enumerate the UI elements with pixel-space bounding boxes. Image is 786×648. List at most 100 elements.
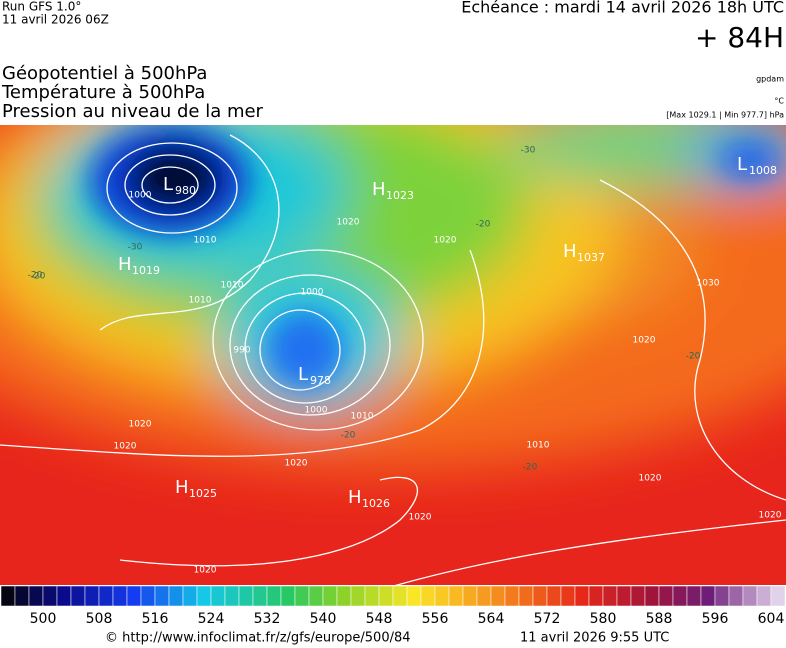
- colorbar-swatch: [350, 585, 366, 607]
- colorbar-swatch: [448, 585, 464, 607]
- isobar-label: 1010: [189, 296, 212, 306]
- center-value: 1023: [386, 189, 414, 202]
- colorbar-swatch: [224, 585, 240, 607]
- center-kind: L: [737, 154, 747, 175]
- center-value: 1026: [362, 497, 390, 510]
- colorbar-swatch: [98, 585, 114, 607]
- center-kind: H: [372, 179, 386, 200]
- forecast-time: Echéance : mardi 14 avril 2026 18h UTC: [461, 0, 784, 17]
- colorbar-swatch: [392, 585, 408, 607]
- colorbar-swatch: [294, 585, 310, 607]
- center-kind: H: [563, 241, 577, 262]
- colorbar-swatch: [210, 585, 226, 607]
- colorbar-label: 604: [758, 611, 785, 627]
- isobar-label: 1010: [221, 281, 244, 291]
- colorbar-label: 540: [310, 611, 337, 627]
- colorbar-swatch: [602, 585, 618, 607]
- colorbar-swatch: [378, 585, 394, 607]
- colorbar-swatch: [168, 585, 184, 607]
- colorbar-swatch: [490, 585, 506, 607]
- colorbar-swatch: [420, 585, 436, 607]
- run-label: Run GFS 1.0°: [2, 0, 81, 14]
- colorbar-swatch: [714, 585, 730, 607]
- colorbar-swatch: [686, 585, 702, 607]
- colorbar-swatch: [644, 585, 660, 607]
- unit-label: °C: [774, 97, 784, 106]
- isobar-label: 1020: [434, 236, 457, 246]
- colorbar-label: 588: [646, 611, 673, 627]
- colorbar-swatch: [14, 585, 30, 607]
- isobar-label: 1010: [194, 236, 217, 246]
- isobar-label: 1010: [351, 412, 374, 422]
- colorbar-swatch: [770, 585, 786, 607]
- colorbar-swatch: [28, 585, 44, 607]
- center-kind: H: [118, 254, 132, 275]
- colorbar-swatch: [238, 585, 254, 607]
- isobar-label: 1020: [409, 513, 432, 523]
- isobar-label: 1020: [129, 420, 152, 430]
- footer-date: 11 avril 2026 9:55 UTC: [520, 631, 669, 646]
- colorbar-swatch: [532, 585, 548, 607]
- isobar-label: 1020: [639, 474, 662, 484]
- center-value: 1019: [132, 264, 160, 277]
- colorbar-swatch: [476, 585, 492, 607]
- isobar-label: 1020: [633, 336, 656, 346]
- colorbar-swatch: [0, 585, 16, 607]
- colorbar-swatch: [70, 585, 86, 607]
- isobar-label: 1000: [305, 406, 328, 416]
- isobar-label: 1010: [527, 441, 550, 451]
- colorbar-swatch: [196, 585, 212, 607]
- center-kind: L: [298, 364, 308, 385]
- center-value: 980: [175, 184, 196, 197]
- title-line: Température à 500hPa: [1, 82, 205, 103]
- unit-label: [Max 1029.1 | Min 977.7] hPa: [666, 111, 784, 120]
- colorbar-swatch: [504, 585, 520, 607]
- colorbar-label: 564: [478, 611, 505, 627]
- temperature-label: -20: [686, 352, 701, 362]
- title-line: Géopotentiel à 500hPa: [2, 63, 207, 84]
- colorbar-label: 596: [702, 611, 729, 627]
- colorbar-label: 524: [198, 611, 225, 627]
- colorbar-label: 556: [422, 611, 449, 627]
- colorbar-swatch: [364, 585, 380, 607]
- colorbar-label: 516: [142, 611, 169, 627]
- center-kind: L: [163, 174, 173, 195]
- colorbar-swatch: [742, 585, 758, 607]
- colorbar-swatch: [182, 585, 198, 607]
- colorbar-swatch: [140, 585, 156, 607]
- center-value: 1025: [189, 487, 217, 500]
- colorbar-swatch: [434, 585, 450, 607]
- colorbar-swatch: [630, 585, 646, 607]
- footer-url: © http://www.infoclimat.fr/z/gfs/europe/…: [105, 631, 411, 646]
- colorbar-swatch: [42, 585, 58, 607]
- colorbar-swatch: [756, 585, 772, 607]
- run-date: 11 avril 2026 06Z: [2, 13, 109, 27]
- colorbar-swatch: [658, 585, 674, 607]
- colorbar-swatch: [126, 585, 142, 607]
- colorbar-swatch: [280, 585, 296, 607]
- isobar-label: 1020: [337, 218, 360, 228]
- colorbar-swatch: [616, 585, 632, 607]
- temperature-label: -30: [128, 243, 143, 253]
- colorbar-swatch: [518, 585, 534, 607]
- center-value: 1037: [577, 251, 605, 264]
- colorbar-label: 548: [366, 611, 393, 627]
- center-kind: H: [348, 487, 362, 508]
- isobar-label: 1030: [697, 279, 720, 289]
- colorbar-swatch: [700, 585, 716, 607]
- center-kind: H: [175, 477, 189, 498]
- colorbar-swatch: [588, 585, 604, 607]
- colorbar-swatch: [84, 585, 100, 607]
- colorbar-swatch: [154, 585, 170, 607]
- temperature-label: -20: [31, 272, 46, 282]
- colorbar-swatch: [112, 585, 128, 607]
- isobars: [0, 134, 786, 585]
- isobar-label: 990: [233, 346, 250, 356]
- colorbar-swatch: [546, 585, 562, 607]
- colorbar-swatch: [336, 585, 352, 607]
- temperature-label: -20: [476, 220, 491, 230]
- colorbar-label: 500: [30, 611, 57, 627]
- temperature-label: -20: [341, 431, 356, 441]
- isobar-label: 1020: [114, 442, 137, 452]
